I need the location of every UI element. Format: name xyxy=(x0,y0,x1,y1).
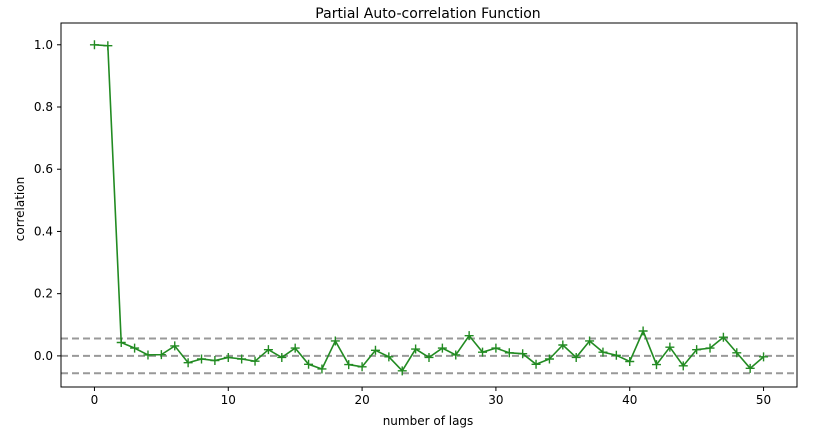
data-point xyxy=(531,359,541,369)
data-point xyxy=(344,360,354,370)
data-point xyxy=(598,347,608,357)
data-point xyxy=(277,352,287,362)
data-point xyxy=(705,343,715,353)
data-point xyxy=(384,352,394,362)
plot-area: 0 10 20 30 40 50 0.0 0.2 0.4 0.6 0.8 1.0 xyxy=(34,22,798,407)
data-point xyxy=(370,345,380,355)
data-point xyxy=(183,358,193,368)
y-axis-title: correlation xyxy=(13,177,27,241)
data-point xyxy=(237,354,247,364)
data-point xyxy=(263,345,273,355)
data-point xyxy=(638,326,648,336)
y-tick-label: 0.4 xyxy=(34,224,53,238)
data-point xyxy=(397,366,407,376)
data-point xyxy=(478,347,488,357)
data-point xyxy=(745,363,755,373)
x-axis-title: number of lags xyxy=(383,414,474,428)
data-point xyxy=(290,343,300,353)
data-point xyxy=(330,336,340,346)
data-point xyxy=(544,354,554,364)
data-point xyxy=(250,356,260,366)
data-point xyxy=(625,356,635,366)
data-point xyxy=(116,338,126,348)
data-point xyxy=(130,343,140,353)
data-point xyxy=(451,350,461,360)
data-point xyxy=(504,348,514,358)
x-tick-label: 40 xyxy=(622,393,637,407)
data-point xyxy=(718,332,728,342)
data-point xyxy=(464,331,474,341)
y-tick-label: 0.0 xyxy=(34,349,53,363)
data-point xyxy=(491,343,501,353)
data-point xyxy=(571,352,581,362)
x-tick-label: 10 xyxy=(221,393,236,407)
data-point xyxy=(518,349,528,359)
data-point xyxy=(732,348,742,358)
x-tick-label: 30 xyxy=(488,393,503,407)
data-point xyxy=(611,350,621,360)
y-tick-label: 0.8 xyxy=(34,100,53,114)
x-tick-label: 0 xyxy=(91,393,99,407)
y-tick-label: 1.0 xyxy=(34,38,53,52)
data-point xyxy=(558,340,568,350)
data-point xyxy=(759,352,769,362)
data-point xyxy=(223,352,233,362)
data-point xyxy=(585,336,595,346)
series-line-0 xyxy=(94,43,765,373)
data-point xyxy=(210,356,220,366)
plot-frame xyxy=(60,22,798,388)
data-point xyxy=(665,342,675,352)
x-tick-label: 20 xyxy=(354,393,369,407)
data-point xyxy=(424,352,434,362)
x-tick-label: 50 xyxy=(756,393,771,407)
data-point xyxy=(317,364,327,374)
data-point xyxy=(692,345,702,355)
data-point xyxy=(437,343,447,353)
data-point xyxy=(304,359,314,369)
data-point xyxy=(89,40,99,50)
data-point xyxy=(357,362,367,372)
y-tick-label: 0.2 xyxy=(34,287,53,301)
data-point xyxy=(678,361,688,371)
data-point xyxy=(197,354,207,364)
data-point xyxy=(411,344,421,354)
chart-title: Partial Auto-correlation Function xyxy=(315,6,540,22)
data-point xyxy=(651,360,661,370)
data-point xyxy=(156,350,166,360)
data-point xyxy=(170,341,180,351)
data-point xyxy=(103,41,113,51)
data-point xyxy=(143,350,153,360)
y-tick-label: 0.6 xyxy=(34,162,53,176)
